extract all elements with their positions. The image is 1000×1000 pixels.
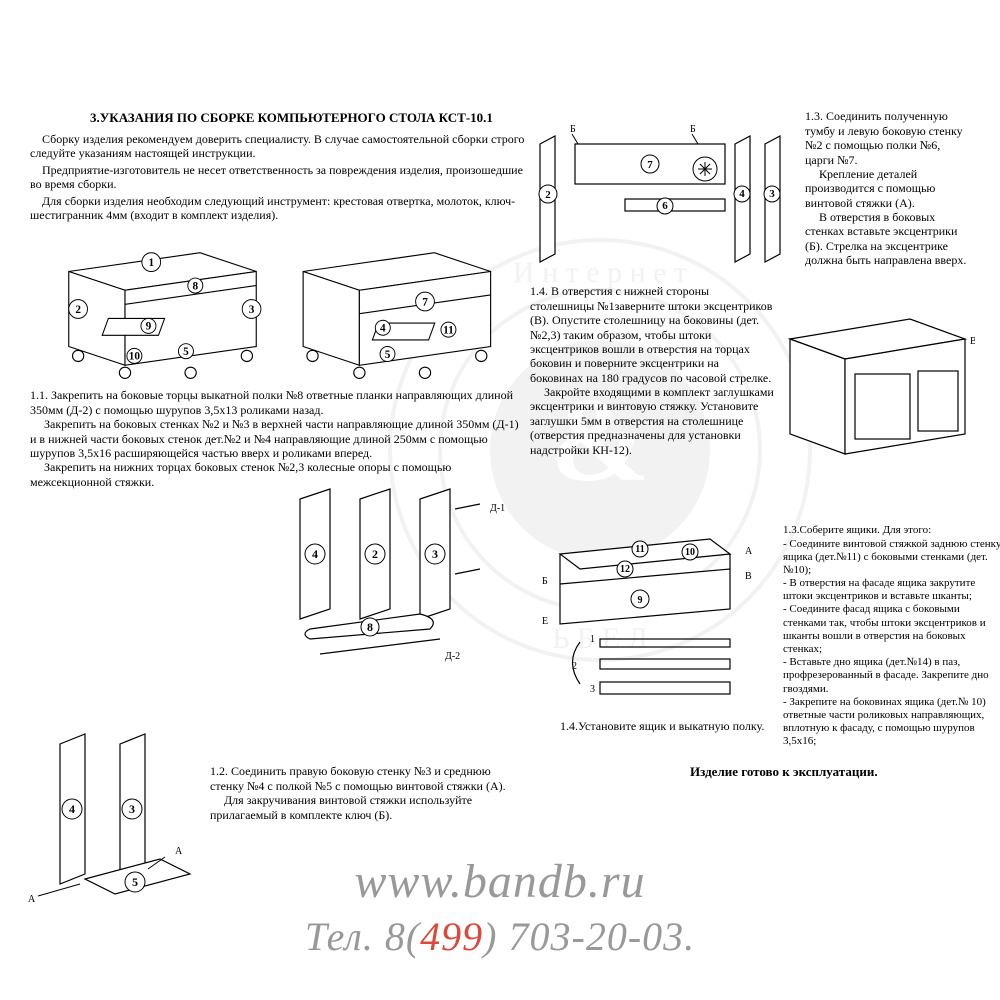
svg-text:8: 8 — [367, 620, 373, 634]
step-1-3b: 1.3.Соберите ящики. Для этого: - Соедини… — [783, 524, 1000, 748]
svg-text:8: 8 — [193, 281, 199, 293]
svg-text:2: 2 — [372, 547, 378, 561]
step-1-3-p3: В отверстия в боковых стенках вставьте э… — [805, 210, 970, 268]
diagram-exploded-assembly: Б Б 2 7 6 4 3 — [530, 114, 790, 274]
watermark-phone-c: ) 703-20-03. — [483, 914, 695, 959]
step-1-4-p1: 1.4. В отверстия с нижней стороны столеш… — [530, 284, 775, 385]
svg-text:1: 1 — [590, 634, 595, 645]
svg-text:Д-1: Д-1 — [490, 503, 505, 514]
svg-text:В: В — [745, 571, 752, 582]
svg-text:Б: Б — [690, 124, 696, 135]
svg-text:3: 3 — [590, 684, 595, 695]
svg-text:4: 4 — [69, 802, 75, 816]
svg-text:В: В — [970, 336, 975, 347]
svg-text:4: 4 — [380, 323, 386, 335]
watermark-phone-b: 499 — [420, 914, 483, 959]
watermark-phone-a: Тел. 8( — [305, 914, 420, 959]
intro-p3: Для сборки изделия необходим следующий и… — [30, 194, 530, 223]
svg-text:Д-2: Д-2 — [445, 651, 460, 662]
step-1-2: 1.2. Соединить правую боковую стенку №3 … — [210, 764, 520, 822]
step-1-3: 1.3. Соединить полученную тумбу и левую … — [805, 109, 970, 267]
svg-text:10: 10 — [685, 547, 695, 558]
intro-p2: Предприятие-изготовитель не несет ответс… — [30, 163, 530, 192]
svg-text:12: 12 — [620, 564, 630, 575]
ready-text: Изделие готово к эксплуатации. — [690, 764, 878, 780]
svg-text:3: 3 — [432, 547, 438, 561]
step-1-3b-li5: - Закрепите на боковинах ящика (дет.№ 10… — [783, 696, 1000, 749]
watermark-phone: Тел. 8(499) 703-20-03. — [0, 913, 1000, 960]
svg-text:7: 7 — [647, 159, 653, 171]
svg-text:6: 6 — [662, 200, 668, 212]
svg-text:4: 4 — [312, 547, 318, 561]
diagram-desk-pair: 1 8 2 3 9 5 10 — [30, 234, 520, 384]
left-column: 1 8 2 3 9 5 10 — [30, 224, 520, 497]
svg-text:А: А — [745, 546, 753, 557]
step-1-3b-head: 1.3.Соберите ящики. Для этого: — [783, 524, 1000, 537]
step-1-1-p1: 1.1. Закрепить на боковые торцы выкатной… — [30, 388, 520, 417]
step-1-2-p1: 1.2. Соединить правую боковую стенку №3 … — [210, 764, 520, 793]
intro-p1: Сборку изделия рекомендуем доверить спец… — [30, 132, 530, 161]
svg-text:2: 2 — [572, 661, 577, 672]
svg-text:1: 1 — [148, 257, 154, 269]
step-1-3-p1: 1.3. Соединить полученную тумбу и левую … — [805, 109, 970, 167]
svg-text:9: 9 — [638, 595, 643, 606]
svg-text:Е: Е — [542, 616, 548, 627]
watermark: www.bandb.ru Тел. 8(499) 703-20-03. — [0, 854, 1000, 960]
step-1-4: 1.4. В отверстия с нижней стороны столеш… — [530, 284, 775, 457]
step-1-3b-li3: - Соедините фасад ящика с боковыми стенк… — [783, 603, 1000, 656]
step-1-2-p2: Для закручивания винтовой стяжки использ… — [210, 793, 520, 822]
step-1-4b: 1.4.Установите ящик и выкатную полку. — [560, 719, 764, 734]
svg-text:2: 2 — [545, 189, 551, 201]
svg-text:11: 11 — [635, 544, 644, 555]
diagram-panels-shelf: Д-1 4 2 3 8 Д-2 — [280, 479, 520, 689]
step-1-3b-li4: - Вставьте дно ящика (дет.№14) в паз, пр… — [783, 656, 1000, 696]
svg-text:11: 11 — [443, 325, 454, 337]
svg-text:10: 10 — [129, 351, 141, 363]
svg-text:3: 3 — [129, 802, 135, 816]
svg-text:Б: Б — [542, 576, 548, 587]
step-1-1-p2: Закрепить на боковых стенках №2 и №3 в в… — [30, 417, 520, 460]
step-1-3-p2: Крепление деталей производится с помощью… — [805, 167, 970, 210]
svg-text:3: 3 — [769, 188, 775, 200]
svg-text:2: 2 — [75, 304, 81, 316]
svg-text:9: 9 — [146, 321, 152, 333]
diagram-assembled-desk: В — [780, 299, 975, 469]
step-1-4-p2: Закройте входящими в комплект заглушками… — [530, 385, 775, 457]
step-1-3b-li1: - Соедините винтовой стяжкой заднюю стен… — [783, 538, 1000, 578]
step-1-3b-li2: - В отверстия на фасаде ящика закрутите … — [783, 577, 1000, 603]
diagram-drawer-rails: 11 10 12 9 А В Б Е 1 2 3 — [530, 524, 780, 704]
svg-text:7: 7 — [422, 297, 428, 309]
svg-text:5: 5 — [385, 349, 391, 361]
svg-text:5: 5 — [183, 346, 189, 358]
step-1-1: 1.1. Закрепить на боковые торцы выкатной… — [30, 388, 520, 489]
svg-text:3: 3 — [249, 304, 255, 316]
svg-text:Б: Б — [570, 124, 576, 135]
svg-text:4: 4 — [739, 188, 745, 200]
watermark-url: www.bandb.ru — [0, 854, 1000, 909]
